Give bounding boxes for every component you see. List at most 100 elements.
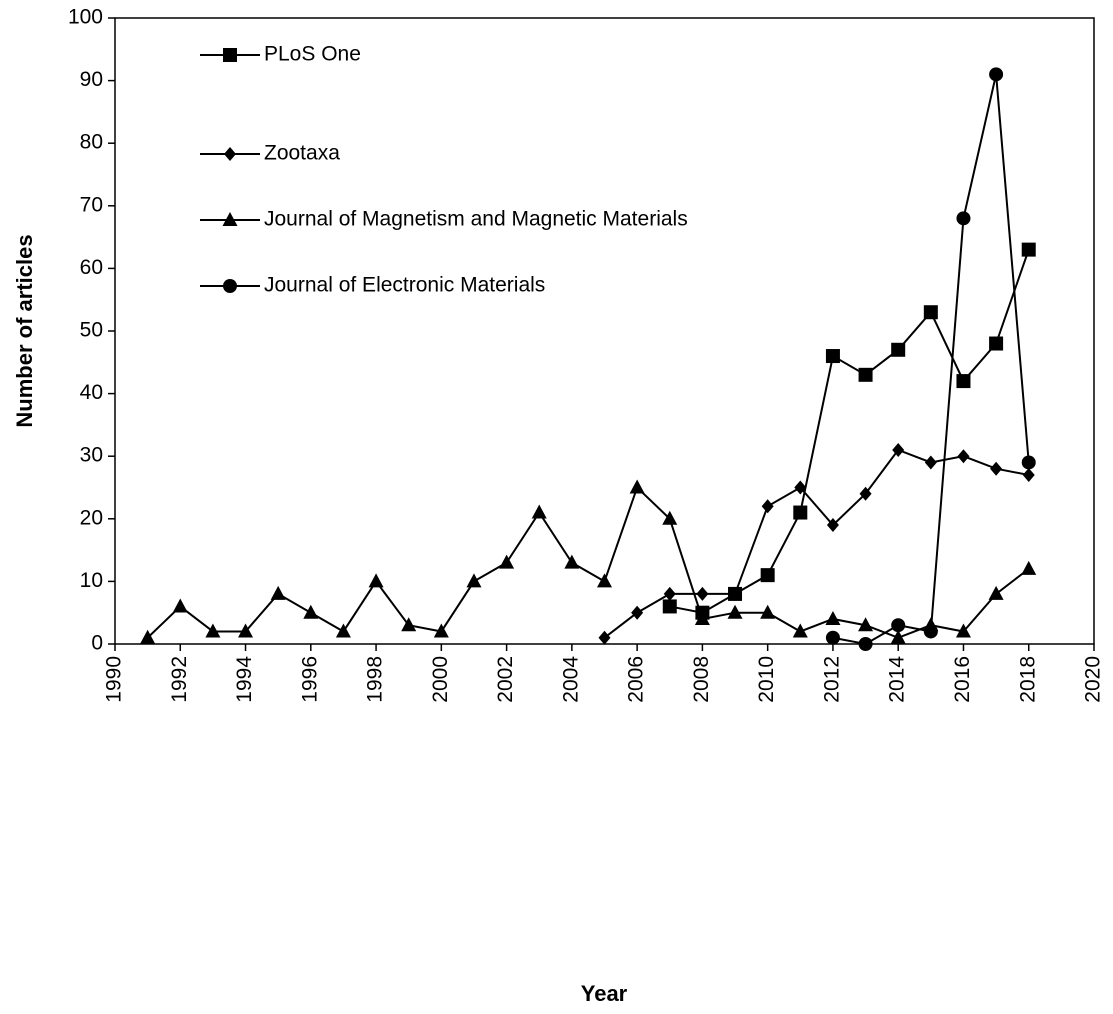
marker-diamond (990, 461, 1003, 476)
marker-triangle (858, 617, 874, 632)
marker-triangle (792, 623, 808, 638)
y-tick-label: 0 (91, 632, 103, 655)
marker-square (793, 505, 808, 520)
x-tick-label: 2018 (1016, 656, 1039, 703)
marker-diamond (859, 486, 872, 501)
series-line (669, 249, 1030, 614)
marker-diamond (631, 605, 644, 620)
marker-square (223, 48, 237, 62)
marker-diamond (598, 630, 611, 645)
marker-square (956, 374, 971, 389)
y-tick-label: 80 (80, 131, 103, 154)
marker-diamond (1022, 467, 1035, 482)
marker-triangle (466, 573, 482, 588)
y-tick-label: 20 (80, 506, 103, 529)
marker-diamond (696, 586, 709, 601)
legend-label: Journal of Magnetism and Magnetic Materi… (264, 208, 688, 231)
legend-label: PLoS One (264, 43, 361, 66)
marker-triangle (760, 604, 776, 619)
marker-triangle (955, 623, 971, 638)
marker-triangle (499, 554, 515, 569)
x-tick-label: 1994 (233, 656, 256, 703)
marker-triangle (531, 504, 547, 519)
marker-triangle (890, 629, 906, 644)
marker-square (989, 336, 1004, 351)
marker-diamond (826, 518, 839, 533)
marker-triangle (988, 585, 1004, 600)
marker-triangle (727, 604, 743, 619)
x-axis-title: Year (581, 981, 628, 1006)
marker-square (1021, 242, 1036, 257)
marker-triangle (205, 623, 221, 638)
marker-triangle (694, 610, 710, 625)
y-tick-label: 40 (80, 381, 103, 404)
marker-triangle (172, 598, 188, 613)
marker-square (858, 367, 873, 382)
marker-circle (956, 211, 971, 226)
marker-triangle (270, 585, 286, 600)
x-tick-label: 2008 (690, 656, 713, 703)
y-tick-label: 90 (80, 68, 103, 91)
marker-circle (858, 637, 873, 651)
x-tick-label: 2004 (559, 656, 582, 703)
marker-diamond (892, 442, 905, 457)
legend-label: Journal of Electronic Materials (264, 274, 545, 297)
x-tick-label: 2006 (625, 656, 648, 703)
x-tick-label: 1996 (298, 656, 321, 703)
marker-square (825, 349, 840, 364)
series-line (146, 485, 1030, 639)
legend-label: Zootaxa (264, 142, 340, 165)
y-tick-label: 30 (80, 444, 103, 467)
x-tick-label: 2020 (1082, 656, 1105, 703)
marker-triangle (629, 479, 645, 494)
x-tick-label: 1990 (103, 656, 126, 703)
marker-diamond (794, 480, 807, 495)
x-tick-label: 2014 (886, 656, 909, 703)
marker-triangle (1021, 560, 1037, 575)
x-tick-label: 2012 (820, 656, 843, 703)
y-tick-label: 50 (80, 319, 103, 342)
marker-diamond (761, 499, 774, 514)
marker-triangle (825, 610, 841, 625)
y-tick-label: 60 (80, 256, 103, 279)
marker-triangle (662, 510, 678, 525)
marker-diamond (729, 586, 742, 601)
x-tick-label: 1998 (364, 656, 387, 703)
x-tick-label: 2002 (494, 656, 517, 703)
x-tick-label: 2000 (429, 656, 452, 703)
marker-square (891, 342, 906, 357)
marker-triangle (140, 629, 156, 644)
marker-triangle (597, 573, 612, 588)
marker-diamond (224, 147, 236, 161)
plot-frame (114, 17, 1095, 645)
marker-square (662, 599, 677, 614)
marker-diamond (957, 449, 970, 464)
marker-triangle (368, 573, 384, 588)
marker-triangle (433, 623, 449, 638)
y-tick-label: 100 (68, 6, 103, 29)
series-line (832, 74, 1030, 646)
y-tick-label: 10 (80, 569, 103, 592)
marker-triangle (335, 623, 351, 638)
x-tick-label: 2010 (755, 656, 778, 703)
marker-triangle (401, 617, 417, 632)
y-axis-title: Number of articles (12, 234, 37, 427)
x-tick-label: 2016 (951, 656, 974, 703)
marker-diamond (924, 455, 937, 470)
x-tick-label: 1992 (168, 656, 191, 703)
marker-square (760, 568, 775, 583)
marker-circle (923, 624, 938, 639)
marker-circle (989, 67, 1004, 82)
marker-triangle (564, 554, 580, 569)
marker-triangle (303, 604, 319, 619)
marker-circle (891, 618, 906, 633)
marker-circle (223, 279, 237, 293)
y-tick-label: 70 (80, 193, 103, 216)
marker-diamond (663, 586, 676, 601)
marker-triangle (238, 623, 254, 638)
marker-circle (1021, 455, 1036, 470)
marker-circle (825, 630, 840, 645)
marker-square (923, 305, 938, 320)
marker-triangle (222, 212, 238, 226)
